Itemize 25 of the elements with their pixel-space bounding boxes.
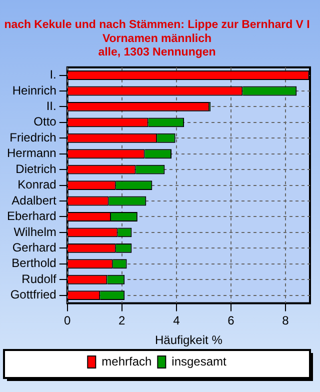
y-tick-label: Konrad: [18, 178, 56, 192]
y-tick-label: Otto: [34, 114, 57, 129]
y-tick-label: I.: [50, 68, 56, 82]
x-tick-label: 4: [173, 314, 180, 328]
y-tick-label: Adalbert: [12, 193, 58, 208]
y-tick-label: Heinrich: [12, 83, 56, 98]
chart-title: nach Kekule und nach Stämmen: Lippe zur Bernhard V I: [4, 19, 310, 32]
y-tick-label: Wilhelm: [14, 224, 56, 239]
chart-subtitle: Vornamen männlich alle, 1303 Nennungen: [98, 32, 216, 59]
x-tick-label: 6: [228, 314, 235, 328]
y-tick-label: Hermann: [7, 146, 56, 160]
y-tick-label: Dietrich: [16, 162, 56, 176]
y-tick-label: Eberhard: [6, 209, 56, 224]
x-tick-label: 0: [64, 314, 72, 328]
legend-label: mehrfach: [102, 354, 152, 368]
legend-label: insgesamt: [172, 354, 228, 368]
y-tick-label: Gottfried: [10, 288, 56, 302]
y-tick-label: Berthold: [12, 256, 56, 270]
y-tick-label: II.: [46, 99, 56, 114]
x-tick-label: 2: [118, 314, 126, 328]
y-tick-label: Gerhard: [12, 240, 56, 254]
y-tick-label: Friedrich: [10, 130, 56, 144]
y-tick-label: Rudolf: [22, 272, 58, 286]
x-axis-title: Häufigkeit %: [154, 333, 223, 348]
x-tick-label: 8: [282, 314, 290, 328]
